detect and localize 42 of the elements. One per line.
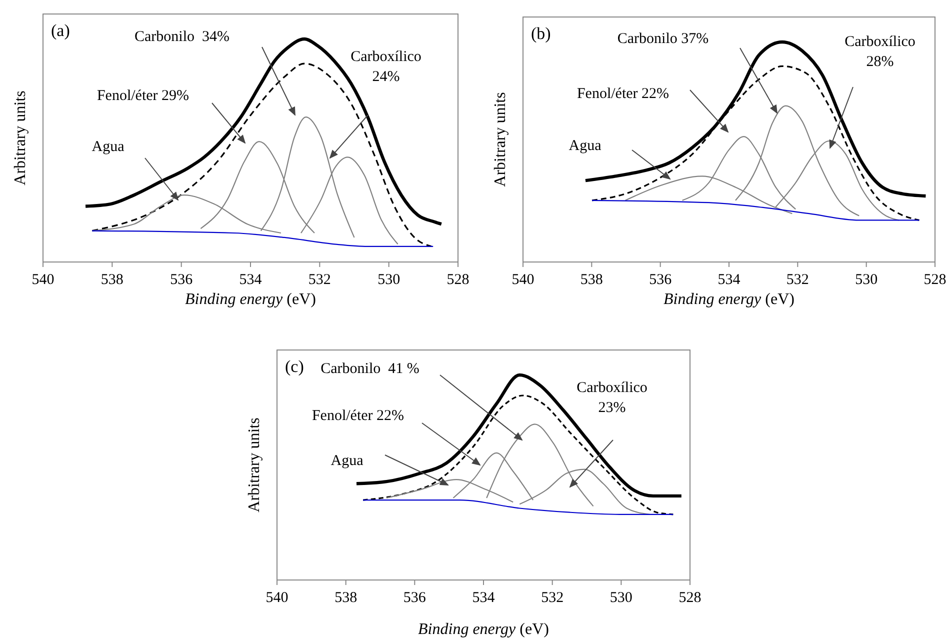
x-tick-label: 538: [580, 272, 603, 288]
annotation: Carboxílico 28%: [844, 34, 916, 70]
chart-title: (c): [285, 357, 304, 376]
x-axis-title: Binding energy (eV): [418, 621, 549, 638]
chart-title: (b): [531, 24, 551, 43]
y-axis-title: Arbitrary units: [492, 92, 509, 187]
x-tick-label: 534: [718, 272, 741, 288]
x-tick-label: 532: [786, 272, 809, 288]
x-tick-label: 534: [239, 272, 262, 288]
x-axis-title: Binding energy (eV): [664, 291, 794, 308]
annotation: Agua: [330, 453, 364, 470]
annotation: Fenol/éter 22%: [312, 408, 404, 424]
annotation: Agua: [92, 139, 125, 156]
x-tick-label: 528: [924, 272, 946, 288]
annotation: Fenol/éter 29%: [96, 88, 190, 104]
y-axis-title: Arbitrary units: [246, 418, 263, 512]
x-tick-label: 538: [100, 272, 124, 288]
x-tick-label: 538: [334, 590, 358, 606]
x-tick-label: 540: [266, 590, 288, 606]
y-axis-title: Arbitrary units: [12, 90, 29, 186]
x-tick-label: 532: [541, 590, 564, 606]
annotation: Carboxílico 23%: [576, 380, 648, 416]
x-axis-title: Binding energy (eV): [185, 291, 316, 308]
annotation: Carbonilo 37%: [617, 31, 709, 48]
x-tick-label: 530: [610, 590, 632, 606]
x-tick-label: 540: [512, 272, 534, 288]
x-tick-label: 530: [378, 272, 400, 288]
x-tick-label: 532: [308, 272, 331, 288]
x-tick-label: 536: [649, 272, 672, 288]
x-tick-label: 536: [403, 590, 426, 606]
x-tick-label: 530: [855, 272, 878, 288]
annotation: Carboxílico 24%: [350, 49, 422, 86]
annotation: Agua: [568, 138, 602, 154]
x-tick-label: 540: [32, 272, 54, 288]
chart-title: (a): [51, 21, 70, 40]
x-tick-label: 528: [678, 590, 702, 606]
x-tick-label: 528: [446, 272, 470, 288]
annotation: Carbonilo 41 %: [320, 361, 420, 378]
annotation: Carbonilo 34%: [134, 29, 230, 46]
annotation: Fenol/éter 22%: [576, 86, 670, 102]
x-tick-label: 534: [472, 590, 496, 606]
x-tick-label: 536: [170, 272, 194, 288]
